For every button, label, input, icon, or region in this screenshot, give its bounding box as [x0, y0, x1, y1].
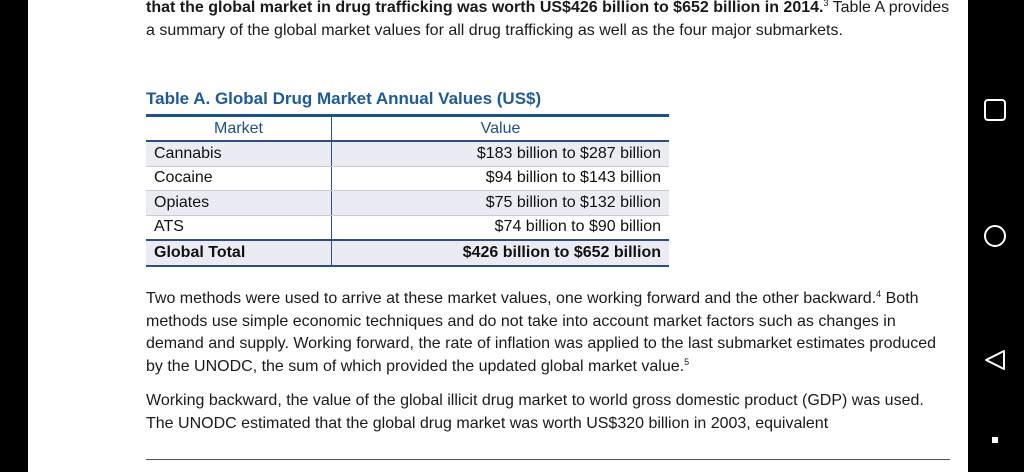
header-cell: Market: [146, 115, 332, 142]
text: Two methods were used to arrive at these…: [146, 290, 877, 307]
header-cell: Value: [331, 115, 669, 142]
text: Table A provides a summary of the global…: [146, 0, 950, 39]
value-cell: $183 billion to $287 billion: [331, 141, 669, 167]
value-cell: $426 billion to $652 billion: [331, 239, 669, 266]
table-row: ATS $74 billion to $90 billion: [146, 215, 669, 241]
recents-button[interactable]: [984, 99, 1006, 121]
menu-dot[interactable]: [992, 437, 998, 443]
table-row: Opiates $75 billion to $132 billion: [146, 190, 669, 216]
table-row: Cannabis $183 billion to $287 billion: [146, 141, 669, 167]
home-button[interactable]: [984, 225, 1006, 247]
table-row: Cocaine $94 billion to $143 billion: [146, 166, 669, 191]
market-cell: Global Total: [146, 239, 332, 266]
market-cell: Cannabis: [146, 141, 332, 167]
footnote-ref[interactable]: 3: [823, 0, 829, 8]
value-cell: $75 billion to $132 billion: [331, 190, 669, 216]
footnote-ref[interactable]: 5: [684, 356, 690, 367]
table: Market Value Cannabis $183 billion to $287…: [146, 114, 669, 267]
market-cell: ATS: [146, 215, 332, 241]
value-cell: $74 billion to $90 billion: [331, 215, 669, 241]
table-title: Table A. Global Drug Market Annual Value…: [146, 89, 542, 108]
bold-text: that the global market in drug trafficki…: [146, 0, 824, 16]
table-row: Global Total $426 billion to $652 billion: [146, 239, 669, 266]
navigation-bar: [984, 99, 1006, 443]
market-cell: Opiates: [146, 190, 332, 216]
back-button[interactable]: [985, 350, 1005, 370]
footnote-ref[interactable]: 4: [876, 289, 882, 299]
paragraph: that the global market in drug trafficki…: [146, 0, 952, 42]
paragraph: Two methods were used to arrive at these…: [146, 288, 952, 378]
text: Working backward, the value of the globa…: [146, 392, 924, 432]
separator: [146, 459, 950, 460]
value-cell: $94 billion to $143 billion: [331, 166, 669, 191]
document-page: that the global market in drug trafficki…: [28, 0, 968, 472]
market-cell: Cocaine: [146, 166, 332, 191]
text: Both methods use simple economic techniq…: [146, 290, 937, 375]
paragraph: Working backward, the value of the globa…: [146, 390, 952, 435]
